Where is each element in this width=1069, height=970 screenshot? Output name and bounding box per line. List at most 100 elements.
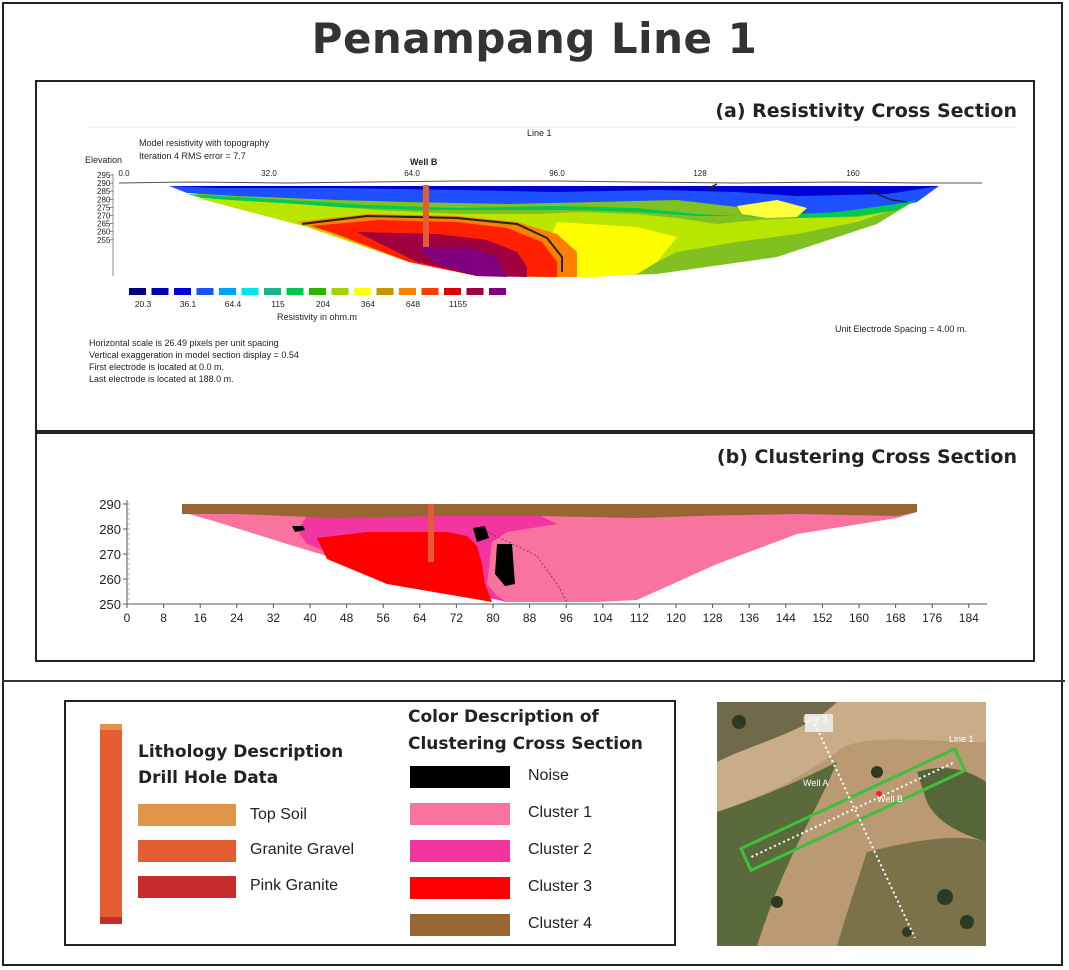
lithology-title-2: Drill Hole Data <box>138 768 279 788</box>
cluster-y-tick: 290 <box>99 497 121 512</box>
res-x-tick: 32.0 <box>261 169 277 178</box>
section-divider <box>2 680 1065 682</box>
scale-swatch <box>241 288 259 295</box>
model-text-1: Model resistivity with topography <box>139 138 270 148</box>
cluster-y-tick: 270 <box>99 547 121 562</box>
cluster-x-tick: 168 <box>886 611 906 625</box>
res-y-tick: 255 <box>97 236 111 245</box>
res-y-tick: 275 <box>97 203 111 212</box>
cluster-x-tick: 136 <box>739 611 759 625</box>
scale-swatch <box>376 288 394 295</box>
res-y-tick: 270 <box>97 212 111 221</box>
lith-swatch-top-soil <box>138 804 236 826</box>
scale-swatch <box>331 288 349 295</box>
cluster-label-2: Cluster 2 <box>528 841 593 858</box>
scale-swatch <box>286 288 304 295</box>
res-x-tick: 96.0 <box>549 169 565 178</box>
scale-label: 115 <box>271 299 285 309</box>
satellite-image: Line 3 Line 1 Well A Well B <box>717 702 986 946</box>
cluster-x-tick: 32 <box>267 611 281 625</box>
cluster-x-tick: 0 <box>124 611 131 625</box>
page-title: Penampang Line 1 <box>311 14 758 63</box>
cluster-x-tick: 88 <box>523 611 537 625</box>
cluster-x-tick: 152 <box>812 611 832 625</box>
cluster-x-tick: 184 <box>959 611 979 625</box>
cluster-title-1: Color Description of <box>408 707 599 727</box>
satellite-map: Line 3 Line 1 Well A Well B <box>717 702 986 946</box>
cluster-x-tick: 24 <box>230 611 244 625</box>
resistivity-panel-title: (a) Resistivity Cross Section <box>715 100 1017 122</box>
scale-label: 36.1 <box>180 299 197 309</box>
cluster-x-tick: 56 <box>377 611 391 625</box>
cluster-y-tick: 260 <box>99 572 121 587</box>
cluster-y-tick: 280 <box>99 522 121 537</box>
map-label-well-a: Well A <box>803 778 828 788</box>
cluster-title-2: Clustering Cross Section <box>408 734 643 754</box>
cluster-x-tick: 120 <box>666 611 686 625</box>
res-x-tick: 160 <box>846 169 860 178</box>
cluster-x-tick: 144 <box>776 611 796 625</box>
elevation-label: Elevation <box>85 155 123 165</box>
cluster-x-tick: 48 <box>340 611 354 625</box>
lith-label-pink-granite: Pink Granite <box>250 877 339 894</box>
cluster-label-4: Cluster 4 <box>528 915 593 932</box>
scale-label: 204 <box>316 299 330 309</box>
cluster-y-tick: 250 <box>99 597 121 612</box>
scale-swatch <box>309 288 326 295</box>
cluster-x-tick: 40 <box>303 611 317 625</box>
map-label-line-3: Line 3 <box>803 714 828 724</box>
res-y-tick: 265 <box>97 220 111 229</box>
unit-spacing: Unit Electrode Spacing = 4.00 m. <box>835 324 967 334</box>
scale-swatch <box>421 288 439 295</box>
scale-swatch <box>399 288 416 295</box>
cluster-x-tick: 64 <box>413 611 427 625</box>
well-label: Well B <box>410 157 438 167</box>
cluster-x-tick: 96 <box>560 611 574 625</box>
res-y-tick: 285 <box>97 187 111 196</box>
cluster-x-tick: 16 <box>194 611 208 625</box>
cluster-label-3: Cluster 3 <box>528 878 593 895</box>
scale-swatch <box>444 288 461 295</box>
note-4: Last electrode is located at 188.0 m. <box>89 374 234 384</box>
cluster-swatch-noise <box>410 766 510 788</box>
lith-swatch-pink-granite <box>138 876 236 898</box>
lith-label-granite-gravel: Granite Gravel <box>250 841 355 858</box>
cluster-x-tick: 160 <box>849 611 869 625</box>
scale-label: 364 <box>361 299 375 309</box>
scale-label: 1155 <box>449 299 468 309</box>
lith-label-top-soil: Top Soil <box>250 806 307 823</box>
note-3: First electrode is located at 0.0 m. <box>89 362 225 372</box>
drill-hole-bar <box>100 724 122 924</box>
res-y-tick: 260 <box>97 228 111 237</box>
cluster-x-tick: 8 <box>160 611 167 625</box>
resistivity-plot: 0.0 32.0 64.0 96.0 128 160 295290285280275270… <box>87 126 1017 309</box>
cluster-x-tick: 104 <box>593 611 613 625</box>
cluster-x-tick: 112 <box>630 611 649 625</box>
res-x-tick: 0.0 <box>118 169 130 178</box>
cluster-swatch-4 <box>410 914 510 936</box>
scale-swatch <box>489 288 506 295</box>
cluster-swatch-1 <box>410 803 510 825</box>
model-text-2: Iteration 4 RMS error = 7.7 <box>139 151 246 161</box>
scale-swatch <box>466 288 484 295</box>
cluster-swatch-3 <box>410 877 510 899</box>
res-y-tick: 280 <box>97 195 111 204</box>
line-label: Line 1 <box>527 128 552 138</box>
cluster-label-1: Cluster 1 <box>528 804 593 821</box>
scale-swatch <box>151 288 169 295</box>
cluster-swatch-2 <box>410 840 510 862</box>
scale-unit: Resistivity in ohm.m <box>277 312 358 322</box>
scale-label: 64.4 <box>225 299 242 309</box>
cluster-x-tick: 176 <box>922 611 942 625</box>
lithology-title-1: Lithology Description <box>138 742 344 762</box>
cluster-x-tick: 80 <box>486 611 500 625</box>
resistivity-panel: (a) Resistivity Cross Section Line 1 Mod… <box>35 80 1035 432</box>
clustering-panel: (b) Clustering Cross Section 290 280 270 26… <box>35 432 1035 662</box>
scale-swatch <box>174 288 191 295</box>
scale-swatch <box>129 288 146 295</box>
res-x-tick: 64.0 <box>404 169 420 178</box>
legend-box: Lithology Description Drill Hole Data To… <box>64 700 676 946</box>
cluster-x-tick: 72 <box>450 611 464 625</box>
cluster-label-noise: Noise <box>528 767 569 784</box>
